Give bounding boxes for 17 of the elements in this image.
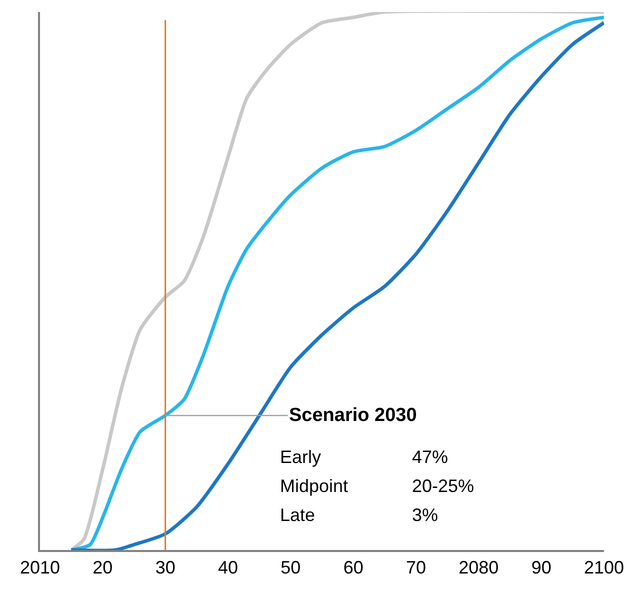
annotation: 47%	[412, 447, 448, 467]
x-tick-label: 90	[531, 557, 552, 578]
annotation: 20-25%	[412, 476, 474, 496]
annotation: Scenario 2030	[289, 405, 417, 426]
x-tick-label: 30	[155, 557, 176, 578]
annotation: Midpoint	[280, 476, 348, 496]
x-tick-label: 20	[92, 557, 113, 578]
annotation: 3%	[412, 505, 438, 525]
x-tick-label: 40	[218, 557, 238, 578]
x-tick-label: 50	[280, 557, 301, 578]
x-tick-label: 60	[343, 557, 364, 578]
x-tick-label: 2010	[20, 557, 60, 578]
annotation: Early	[280, 447, 322, 467]
x-tick-label: 2100	[584, 557, 624, 578]
x-tick-label: 2080	[458, 557, 499, 578]
annotation: Late	[280, 505, 316, 525]
x-tick-label: 70	[406, 557, 426, 578]
